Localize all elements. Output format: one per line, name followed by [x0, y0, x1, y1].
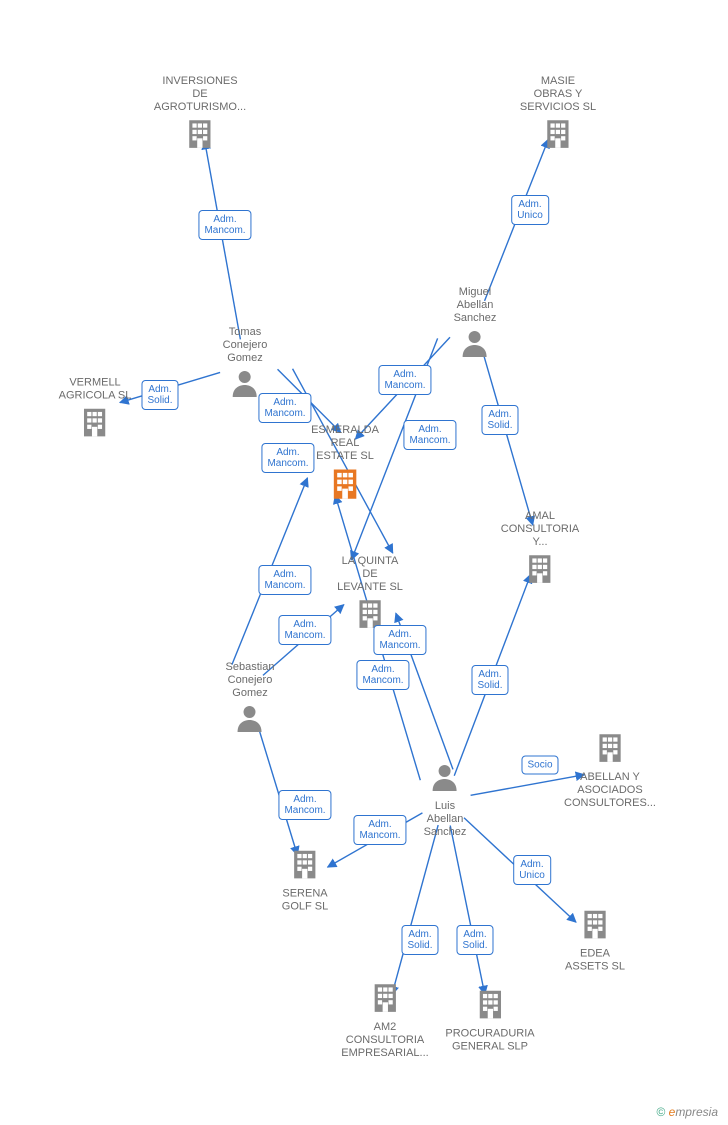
- edge-label: Socio: [521, 756, 558, 775]
- node-label: VERMELL AGRICOLA SL: [59, 377, 132, 403]
- edge-label: Adm. Unico: [511, 195, 549, 225]
- node-vermell[interactable]: VERMELL AGRICOLA SL: [59, 377, 132, 444]
- edge-luis-amal: [454, 574, 531, 775]
- brand: empresia: [669, 1105, 718, 1119]
- edge-luis-quinta: [396, 613, 453, 769]
- node-label: Sebastian Conejero Gomez: [226, 661, 275, 700]
- node-label: ESMERALDA REAL ESTATE SL: [311, 424, 379, 463]
- building-icon: [368, 980, 402, 1014]
- edge-label: Adm. Mancom.: [198, 210, 251, 240]
- person-icon: [234, 702, 266, 734]
- edge-luis-procuraduria: [450, 825, 485, 994]
- node-label: AM2 CONSULTORIA EMPRESARIAL...: [341, 1021, 428, 1060]
- node-label: Miguel Abellan Sanchez: [454, 286, 497, 325]
- node-label: PROCURADURIA GENERAL SLP: [445, 1028, 534, 1054]
- node-edea[interactable]: EDEA ASSETS SL: [565, 907, 625, 974]
- building-icon: [183, 116, 217, 150]
- edge-label: Adm. Mancom.: [356, 660, 409, 690]
- edge-label: Adm. Solid.: [456, 925, 493, 955]
- building-icon: [327, 465, 363, 501]
- edge-label: Adm. Solid.: [401, 925, 438, 955]
- edge-label: Adm. Mancom.: [278, 615, 331, 645]
- edge-luis-serena: [328, 813, 423, 867]
- building-icon: [523, 551, 557, 585]
- node-esmeralda[interactable]: ESMERALDA REAL ESTATE SL: [311, 424, 379, 506]
- edge-label: Adm. Mancom.: [353, 815, 406, 845]
- node-label: INVERSIONES DE AGROTURISMO...: [154, 75, 246, 114]
- node-sebastian[interactable]: Sebastian Conejero Gomez: [226, 661, 275, 739]
- edge-tomas-inversiones: [205, 141, 241, 340]
- node-label: MASIE OBRAS Y SERVICIOS SL: [520, 75, 596, 114]
- edge-luis-edea: [464, 818, 576, 923]
- building-icon: [473, 987, 507, 1021]
- person-icon: [459, 327, 491, 359]
- edge-luis-am2: [392, 825, 438, 995]
- edge-tomas-vermell: [120, 372, 220, 402]
- edge-label: Adm. Unico: [513, 855, 551, 885]
- node-amal[interactable]: AMAL CONSULTORIA Y...: [501, 510, 579, 590]
- building-icon: [288, 847, 322, 881]
- edge-label: Adm. Mancom.: [403, 420, 456, 450]
- node-label: LA QUINTA DE LEVANTE SL: [337, 555, 403, 594]
- edge-tomas-esmeralda: [278, 369, 341, 432]
- copyright-symbol: ©: [656, 1105, 665, 1119]
- node-label: Luis Abellan Sanchez: [424, 800, 467, 839]
- edge-label: Adm. Mancom.: [261, 443, 314, 473]
- node-serena[interactable]: SERENA GOLF SL: [282, 847, 328, 914]
- edge-sebastian-esmeralda: [232, 478, 308, 665]
- person-icon: [429, 761, 461, 793]
- node-miguel[interactable]: Miguel Abellan Sanchez: [454, 286, 497, 364]
- node-abellan_asoc[interactable]: ABELLAN Y ASOCIADOS CONSULTORES...: [564, 730, 656, 810]
- node-label: Tomas Conejero Gomez: [223, 326, 268, 365]
- building-icon: [578, 907, 612, 941]
- node-quinta[interactable]: LA QUINTA DE LEVANTE SL: [337, 555, 403, 635]
- edge-sebastian-quinta: [263, 605, 344, 676]
- node-tomas[interactable]: Tomas Conejero Gomez: [223, 326, 268, 404]
- node-label: AMAL CONSULTORIA Y...: [501, 510, 579, 549]
- building-icon: [353, 596, 387, 630]
- node-inversiones[interactable]: INVERSIONES DE AGROTURISMO...: [154, 75, 246, 155]
- edge-label: Adm. Mancom.: [378, 365, 431, 395]
- edge-label: Adm. Solid.: [141, 380, 178, 410]
- node-label: SERENA GOLF SL: [282, 888, 328, 914]
- network-diagram: INVERSIONES DE AGROTURISMO... MASIE OBRA…: [0, 0, 728, 1125]
- footer: © empresia: [656, 1105, 718, 1119]
- building-icon: [593, 730, 627, 764]
- edge-miguel-amal: [482, 350, 533, 525]
- node-masie[interactable]: MASIE OBRAS Y SERVICIOS SL: [520, 75, 596, 155]
- person-icon: [229, 367, 261, 399]
- node-procuraduria[interactable]: PROCURADURIA GENERAL SLP: [445, 987, 534, 1054]
- edge-miguel-masie: [485, 139, 549, 301]
- edge-label: Adm. Mancom.: [258, 565, 311, 595]
- node-luis[interactable]: Luis Abellan Sanchez: [424, 761, 467, 839]
- edge-luis-esmeralda: [335, 495, 420, 780]
- edge-label: Adm. Mancom.: [278, 790, 331, 820]
- edge-label: Adm. Solid.: [471, 665, 508, 695]
- edge-label: Adm. Solid.: [481, 405, 518, 435]
- edge-sebastian-serena: [258, 725, 298, 855]
- building-icon: [541, 116, 575, 150]
- node-label: EDEA ASSETS SL: [565, 948, 625, 974]
- node-label: ABELLAN Y ASOCIADOS CONSULTORES...: [564, 771, 656, 810]
- building-icon: [78, 405, 112, 439]
- node-am2[interactable]: AM2 CONSULTORIA EMPRESARIAL...: [341, 980, 428, 1060]
